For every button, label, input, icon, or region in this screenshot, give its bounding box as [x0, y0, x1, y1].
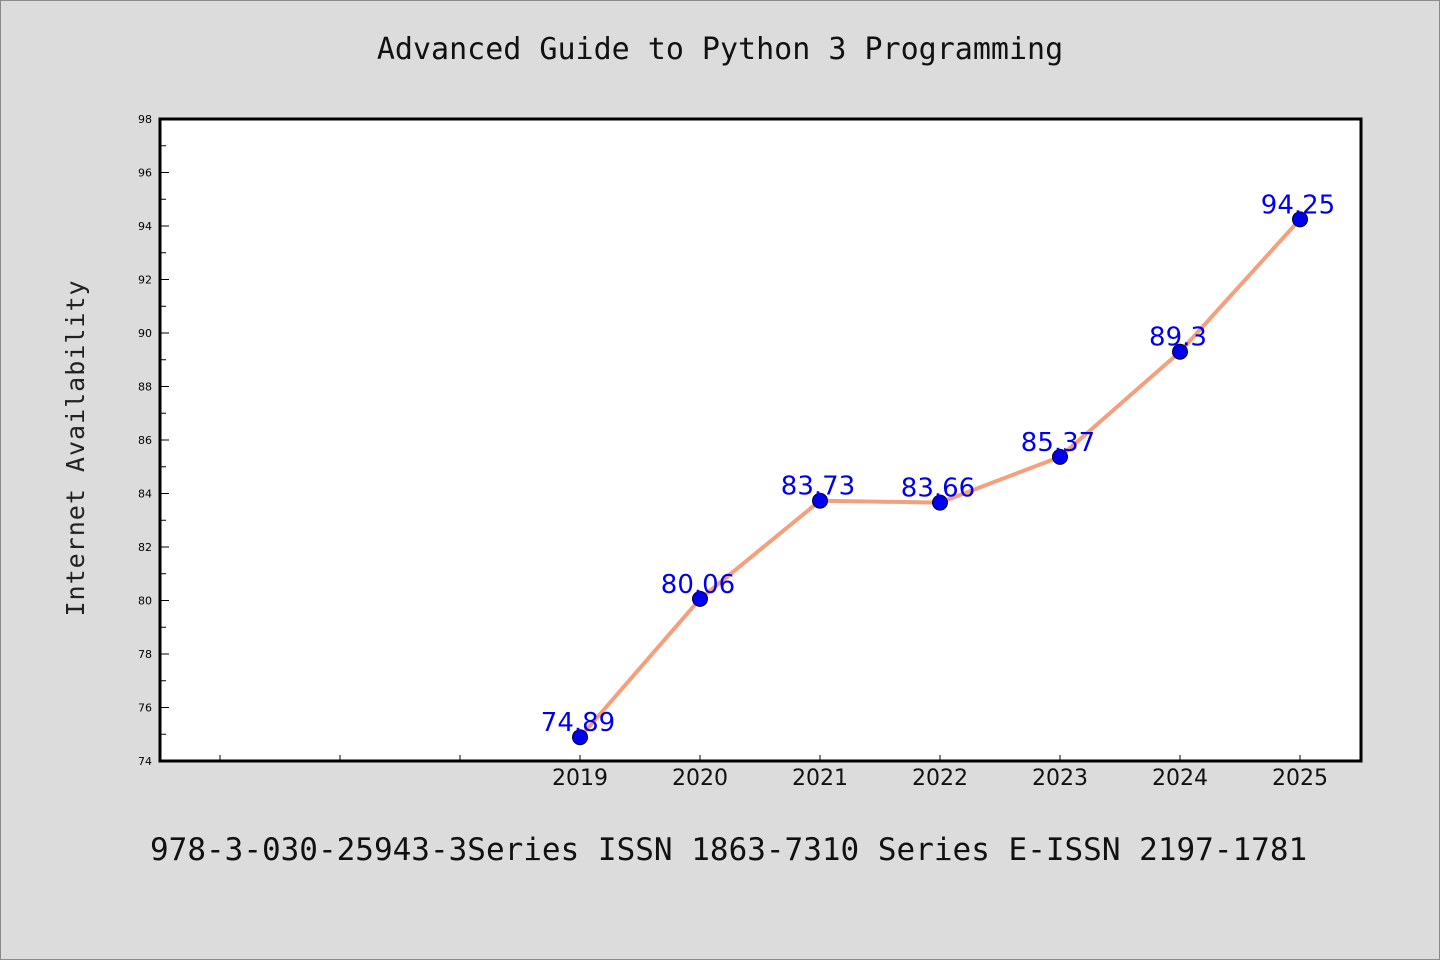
data-point: [812, 492, 828, 509]
y-tick-label: 88: [138, 381, 152, 394]
data-point: [932, 494, 948, 511]
series-group: [572, 211, 1308, 746]
data-label: 94.25: [1261, 190, 1335, 220]
y-tick-label: 76: [138, 702, 152, 715]
y-tick-label: 94: [138, 220, 152, 233]
data-point: [692, 590, 708, 607]
y-tick-label: 86: [138, 434, 152, 447]
y-tick-label: 96: [138, 167, 152, 180]
data-point: [1292, 211, 1308, 228]
x-tick-label: 2021: [792, 766, 848, 791]
y-axis: 74 76 78 80 82 84 86 88 90 92 94 96 98: [138, 113, 169, 768]
data-label: 74.89: [541, 708, 615, 738]
x-tick-label: 2022: [912, 766, 968, 791]
data-label: 83.73: [781, 472, 855, 502]
data-label: 80.06: [661, 570, 735, 600]
data-point: [1052, 448, 1068, 465]
y-tick-label: 90: [138, 327, 152, 340]
y-tick-label: 84: [138, 488, 152, 501]
y-tick-label: 98: [138, 113, 152, 126]
y-tick-label: 78: [138, 648, 152, 661]
plot-area: [158, 117, 1363, 763]
data-point: [1172, 343, 1188, 360]
y-tick-label: 82: [138, 541, 152, 554]
data-point: [572, 729, 588, 746]
footer-text: 978-3-030-25943-3Series ISSN 1863-7310 S…: [150, 832, 1308, 868]
y-tick-label: 80: [138, 595, 152, 608]
y-tick-label: 92: [138, 274, 152, 287]
chart-title: Advanced Guide to Python 3 Programming: [376, 32, 1064, 67]
x-tick-label: 2025: [1272, 766, 1328, 791]
y-tick-label: 74: [138, 755, 152, 768]
data-labels: 74.89 80.06 83.73 83.66 85.37 89.3 94.25: [541, 190, 1335, 738]
data-label: 85.37: [1021, 428, 1095, 458]
x-tick-label: 2024: [1152, 766, 1208, 791]
x-tick-label: 2023: [1032, 766, 1088, 791]
x-tick-label: 2019: [552, 766, 608, 791]
y-axis-label: Internet Availability: [61, 279, 90, 616]
x-axis: 2019 2020 2021 2022 2023 2024 2025: [219, 755, 1328, 791]
data-label: 89.3: [1149, 323, 1207, 353]
x-tick-label: 2020: [672, 766, 728, 791]
data-label: 83.66: [901, 474, 975, 504]
